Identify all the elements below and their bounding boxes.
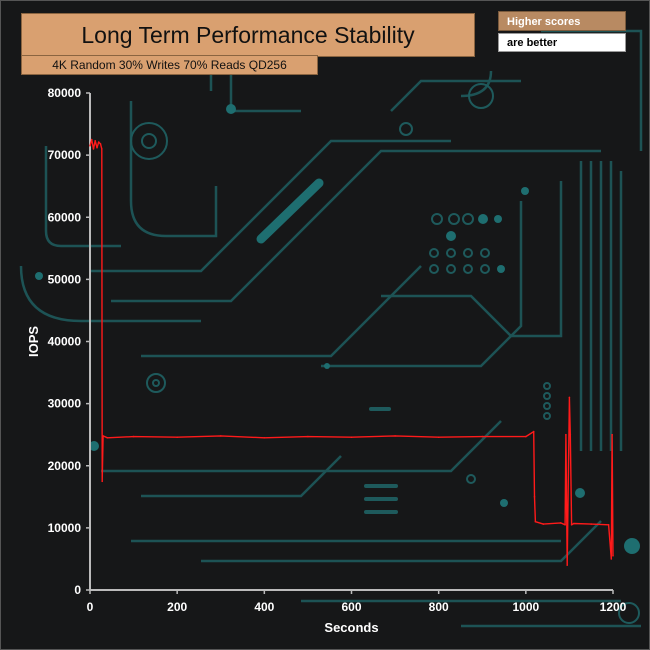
- iops-data-point: [437, 436, 440, 439]
- y-tick-label: 20000: [48, 459, 82, 473]
- iops-data-point: [97, 141, 100, 143]
- iops-data-point: [568, 396, 571, 399]
- iops-data-point: [394, 435, 396, 437]
- iops-data-point: [101, 148, 103, 150]
- y-tick-label: 50000: [48, 272, 82, 286]
- iops-data-point: [559, 522, 562, 524]
- iops-data-point: [132, 435, 135, 438]
- x-tick-label: 800: [429, 600, 449, 614]
- y-tick-label: 60000: [48, 210, 82, 224]
- x-tick-label: 200: [167, 600, 187, 614]
- iops-data-point: [565, 433, 567, 436]
- iops-data-point: [263, 437, 266, 439]
- iops-data-point: [94, 140, 96, 142]
- y-tick-label: 0: [74, 583, 81, 597]
- iops-data-point: [106, 437, 109, 439]
- iops-data-point: [570, 524, 573, 526]
- iops-data-point: [350, 436, 353, 439]
- iops-data-point: [89, 145, 91, 147]
- y-tick-label: 40000: [48, 335, 82, 349]
- iops-data-point: [92, 148, 95, 150]
- iops-data-point: [307, 435, 309, 438]
- iops-data-point: [542, 523, 545, 525]
- iops-data-point: [534, 520, 537, 523]
- series-group: [89, 138, 614, 566]
- are-better-note: are better: [498, 33, 626, 52]
- x-tick-label: 0: [87, 600, 94, 614]
- iops-data-point: [566, 564, 568, 566]
- chart-subtitle: 4K Random 30% Writes 70% Reads QD256: [21, 55, 318, 75]
- iops-data-point: [101, 480, 103, 483]
- x-tick-label: 600: [341, 600, 361, 614]
- y-axis-ticks: 0 10000 20000 30000 40000 50000 60000 70000 8000…: [48, 86, 90, 597]
- iops-data-point: [532, 430, 535, 433]
- iops-data-point: [99, 143, 102, 145]
- iops-data-point: [612, 555, 614, 557]
- x-tick-label: 1200: [600, 600, 627, 614]
- y-tick-label: 70000: [48, 148, 82, 162]
- iops-data-point: [220, 435, 222, 437]
- iops-data-point: [573, 522, 575, 525]
- iops-data-point: [569, 433, 572, 436]
- x-tick-label: 400: [254, 600, 274, 614]
- iops-series-line: [89, 138, 614, 566]
- y-axis-label: IOPS: [26, 326, 41, 357]
- y-tick-label: 10000: [48, 521, 82, 535]
- higher-scores-note: Higher scores: [498, 11, 626, 31]
- x-axis-label: Seconds: [324, 620, 378, 635]
- iops-data-point: [481, 435, 484, 438]
- iops-data-point: [525, 435, 527, 438]
- y-tick-label: 80000: [48, 86, 82, 100]
- iops-data-point: [533, 496, 536, 498]
- iops-data-point: [176, 436, 178, 439]
- iops-data-point: [610, 558, 613, 560]
- iops-data-point: [607, 524, 610, 526]
- iops-data-point: [96, 146, 98, 149]
- iops-data-point: [102, 435, 104, 437]
- iops-data-point: [90, 138, 93, 141]
- x-axis-ticks: 0 200 400 600 800 1000 1200: [87, 590, 627, 614]
- x-tick-label: 1000: [512, 600, 539, 614]
- iops-data-point: [564, 524, 566, 526]
- iops-data-point: [611, 433, 613, 436]
- y-tick-label: 30000: [48, 397, 82, 411]
- iops-data-point: [590, 523, 592, 525]
